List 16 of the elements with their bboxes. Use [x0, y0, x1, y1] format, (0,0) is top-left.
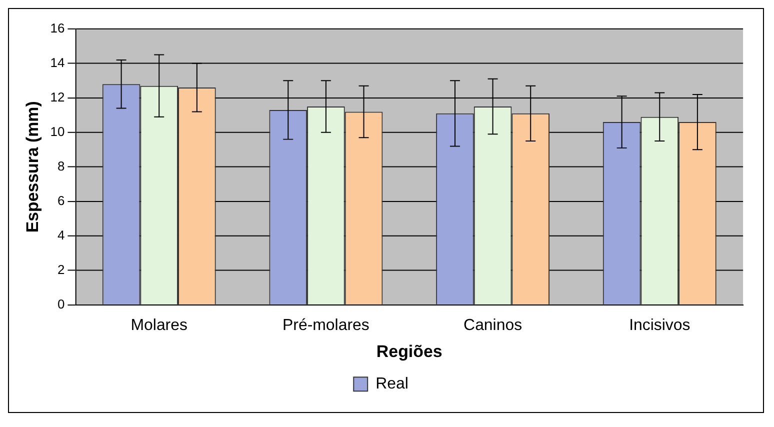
legend-label: Real [376, 376, 408, 393]
y-tick-label: 8 [58, 158, 65, 174]
x-tick-label: Incisivos [629, 316, 690, 334]
y-axis-title: Espessura (mm) [22, 101, 42, 233]
y-tick-label: 14 [50, 54, 65, 70]
x-axis-title: Regiões [376, 342, 442, 361]
y-tick-label: 6 [58, 192, 65, 208]
y-tick-label: 4 [58, 228, 65, 242]
y-tick-label: 10 [50, 124, 65, 139]
y-tick-label: 12 [50, 89, 65, 104]
x-tick-label: Caninos [464, 316, 522, 334]
x-tick-label: Pré-molares [282, 316, 370, 334]
x-tick-label: Molares [130, 316, 188, 334]
y-tick-label: 2 [58, 262, 65, 277]
y-tick-label: 0 [58, 296, 65, 312]
y-tick-label: 16 [50, 20, 65, 36]
